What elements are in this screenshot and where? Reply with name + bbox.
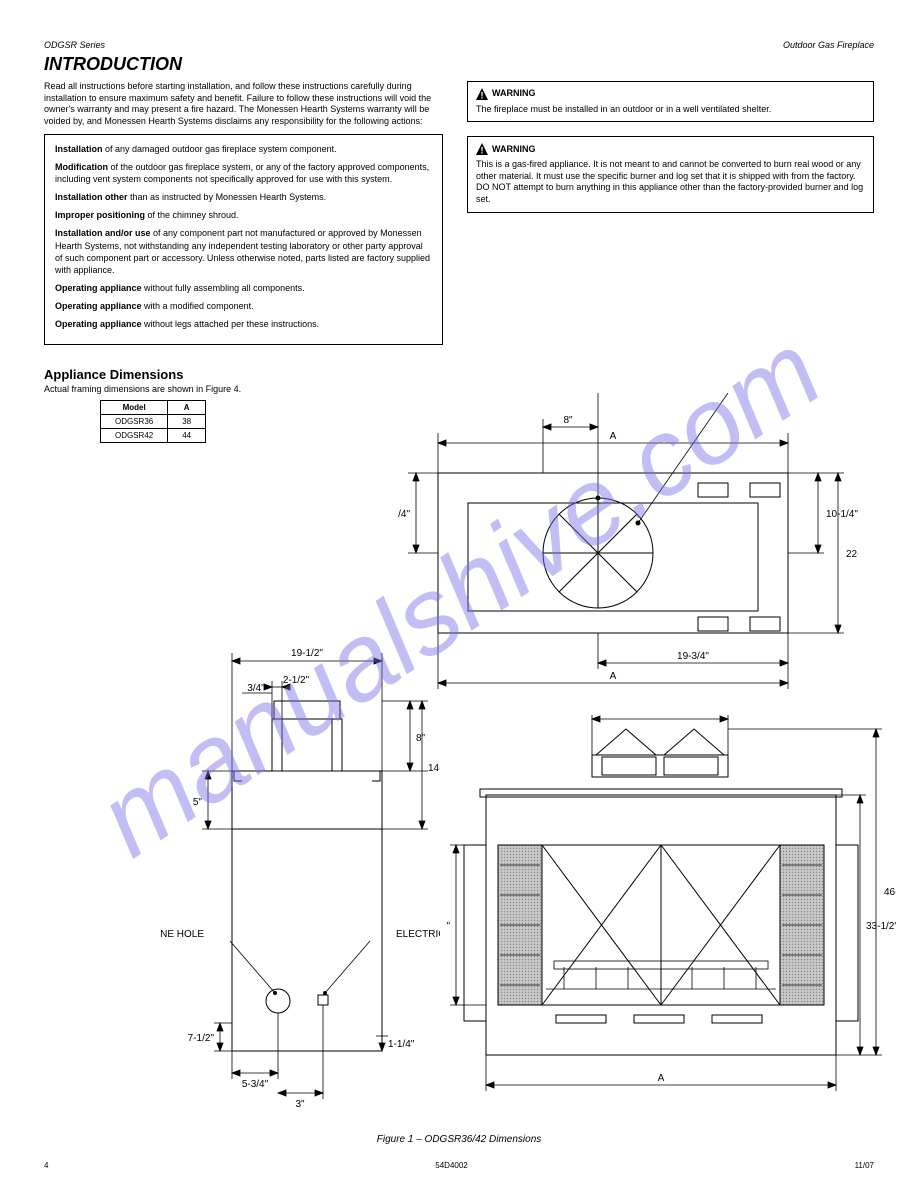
dim-g: 1-1/4" [388, 1039, 415, 1050]
section-title: INTRODUCTION [44, 54, 874, 75]
dim-a-top: A [610, 431, 617, 442]
dim-c: 8" [416, 733, 426, 744]
th-a: A [168, 401, 206, 415]
dim-d: 14-1/4" [428, 763, 440, 774]
front-view: 7-1/2" 46-1/2" 33-1/2" 18-1/2" A [446, 715, 896, 1120]
dim-b: 3/4" [247, 683, 265, 694]
side-view: 19-1/2" 3/4" 2-1/2" 8" 14-1/4" 5" GAS LI… [160, 641, 440, 1116]
footer: 4 54D4002 11/07 [44, 1161, 874, 1170]
dim-left: 9-3/4" [398, 509, 410, 520]
page: ODGSR Series Outdoor Gas Fireplace INTRO… [0, 0, 918, 1188]
figure-caption: Figure 1 – ODGSR36/42 Dimensions [44, 1134, 874, 1145]
th-model: Model [101, 401, 168, 415]
warning-icon: ! [476, 88, 488, 100]
warning-box: ! WARNING The fireplace must be installe… [467, 81, 874, 122]
diagrams: Center of Gas Line Center of Flue A 8" 1… [44, 435, 874, 1135]
top-view: Center of Gas Line Center of Flue A 8" 1… [398, 393, 858, 698]
header-left: ODGSR Series [44, 40, 105, 50]
dimensions-heading: Appliance Dimensions [44, 367, 443, 382]
td: ODGSR36 [101, 415, 168, 429]
warn-title-text: WARNING [492, 144, 536, 156]
svg-text:!: ! [481, 146, 484, 156]
dim-e: 5" [193, 797, 203, 808]
footer-page: 4 [44, 1161, 48, 1170]
disc-item: Modification of the outdoor gas fireplac… [55, 161, 432, 185]
warning-title: ! WARNING [476, 88, 536, 100]
dim-open: 18-1/2" [446, 921, 450, 932]
footer-code: 54D4002 [435, 1161, 467, 1170]
dim-h: 3" [295, 1099, 305, 1110]
callout-gas: GAS LINE HOLE [160, 929, 204, 940]
dimensions-sub: Actual framing dimensions are shown in F… [44, 384, 443, 394]
dim-i: 5-3/4" [242, 1079, 269, 1090]
dim-box: 33-1/2" [866, 921, 896, 932]
right-column: ! WARNING The fireplace must be installe… [467, 81, 874, 443]
dim-side-w: 19-1/2" [291, 648, 323, 659]
footer-rev: 11/07 [855, 1161, 874, 1170]
disc-item: Installation of any damaged outdoor gas … [55, 143, 432, 155]
disc-item: Improper positioning of the chimney shro… [55, 209, 432, 221]
disc-item: Operating appliance without legs attache… [55, 318, 432, 330]
disc-item: Operating appliance without fully assemb… [55, 282, 432, 294]
disclaimer-list: Installation of any damaged outdoor gas … [55, 143, 432, 331]
warning-icon: ! [476, 143, 488, 155]
intro-paragraph: Read all instructions before starting in… [44, 81, 443, 128]
dim-a-bot: A [610, 671, 617, 682]
dim-inner: 7-1/2" [647, 715, 674, 716]
running-header: ODGSR Series Outdoor Gas Fireplace [44, 40, 874, 50]
callout-elec: ELECTRICAL HOLE [396, 929, 440, 940]
svg-text:!: ! [481, 91, 484, 101]
dim-tall: 46-1/2" [884, 887, 896, 898]
dim-right-a: 10-1/4" [826, 509, 858, 520]
warn-body: This is a gas-fired appliance. It is not… [476, 159, 865, 206]
warning-title: ! WARNING [476, 143, 536, 155]
dim-depth: 22-1/2" [846, 549, 858, 560]
warn-title-text: WARNING [492, 88, 536, 100]
td: 38 [168, 415, 206, 429]
disc-item: Operating appliance with a modified comp… [55, 300, 432, 312]
two-column: Read all instructions before starting in… [44, 81, 874, 443]
warning-box: ! WARNING This is a gas-fired appliance.… [467, 136, 874, 212]
disc-item: Installation other than as instructed by… [55, 191, 432, 203]
header-right: Outdoor Gas Fireplace [783, 40, 874, 50]
dim-f: 7-1/2" [188, 1033, 215, 1044]
dim-half: 19-3/4" [677, 651, 709, 662]
disc-item: Installation and/or use of any component… [55, 227, 432, 276]
dim-circle: 8" [563, 415, 573, 426]
disclaimer-box: Installation of any damaged outdoor gas … [44, 134, 443, 346]
warn-body: The fireplace must be installed in an ou… [476, 104, 865, 116]
left-column: Read all instructions before starting in… [44, 81, 443, 443]
dim-opw: A [658, 1073, 665, 1084]
dim-a: 2-1/2" [283, 675, 310, 686]
